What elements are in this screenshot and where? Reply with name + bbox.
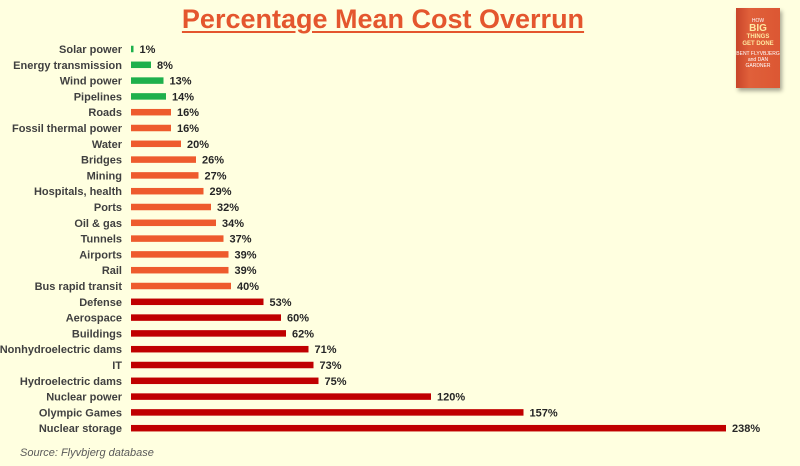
book-authors: BENT FLYVBJERG and DAN GARDNER xyxy=(736,51,780,69)
bar-it xyxy=(131,361,314,369)
value-label-fossil-thermal-power: 16% xyxy=(177,123,199,135)
bar-energy-transmission xyxy=(131,61,151,69)
bar-nuclear-power xyxy=(131,393,431,400)
bar-nuclear-storage xyxy=(131,424,726,432)
category-label-tunnels: Tunnels xyxy=(81,234,122,246)
bar-nonhydroelectric-dams xyxy=(131,345,309,353)
category-label-defense: Defense xyxy=(79,297,122,309)
value-label-wind-power: 13% xyxy=(170,76,192,88)
value-label-rail: 39% xyxy=(235,265,257,277)
bar-mining xyxy=(131,172,199,179)
bar-rail xyxy=(131,266,229,274)
bar-pipelines xyxy=(131,93,166,100)
source-note: Source: Flyvbjerg database xyxy=(20,447,154,459)
bar-hospitals-health xyxy=(131,187,204,195)
bar-wind-power xyxy=(131,77,164,84)
category-label-roads: Roads xyxy=(88,107,122,119)
value-label-ports: 32% xyxy=(217,202,239,214)
value-label-solar-power: 1% xyxy=(140,44,156,56)
bar-defense xyxy=(131,298,264,306)
category-label-buildings: Buildings xyxy=(72,328,122,340)
bar-buildings xyxy=(131,330,286,337)
value-label-it: 73% xyxy=(320,360,342,372)
bar-tunnels xyxy=(131,235,224,242)
category-label-ports: Ports xyxy=(94,202,122,214)
bar-olympic-games xyxy=(131,409,524,416)
value-label-energy-transmission: 8% xyxy=(157,60,173,72)
bar-airports xyxy=(131,251,229,258)
value-label-hospitals-health: 29% xyxy=(210,186,232,198)
book-title-line-2: BIG xyxy=(749,23,767,34)
value-label-tunnels: 37% xyxy=(230,234,252,246)
value-label-roads: 16% xyxy=(177,107,199,119)
category-label-solar-power: Solar power xyxy=(59,44,123,56)
bar-roads xyxy=(131,108,171,116)
value-label-mining: 27% xyxy=(205,170,227,182)
value-label-water: 20% xyxy=(187,139,209,151)
category-label-nuclear-power: Nuclear power xyxy=(46,392,123,404)
bar-water xyxy=(131,140,181,148)
category-label-water: Water xyxy=(92,139,123,151)
bar-hydroelectric-dams xyxy=(131,377,319,385)
value-label-nonhydroelectric-dams: 71% xyxy=(315,344,337,356)
bar-bus-rapid-transit xyxy=(131,282,231,290)
category-label-nonhydroelectric-dams: Nonhydroelectric dams xyxy=(0,344,122,356)
category-label-bus-rapid-transit: Bus rapid transit xyxy=(35,281,123,293)
category-label-olympic-games: Olympic Games xyxy=(39,407,122,419)
category-label-aerospace: Aerospace xyxy=(66,313,122,325)
category-label-pipelines: Pipelines xyxy=(74,91,122,103)
value-label-hydroelectric-dams: 75% xyxy=(325,376,347,388)
chart-title: Percentage Mean Cost Overrun xyxy=(181,4,585,34)
value-label-pipelines: 14% xyxy=(172,91,194,103)
book-cover-image: HOW BIG THINGS GET DONE BENT FLYVBJERG a… xyxy=(736,8,780,88)
category-label-hospitals-health: Hospitals, health xyxy=(34,186,122,198)
category-label-wind-power: Wind power xyxy=(60,76,123,88)
bar-fossil-thermal-power xyxy=(131,124,171,132)
value-label-airports: 39% xyxy=(235,249,257,261)
category-label-fossil-thermal-power: Fossil thermal power xyxy=(12,123,123,135)
value-label-nuclear-storage: 238% xyxy=(732,423,760,435)
category-label-airports: Airports xyxy=(79,249,122,261)
category-label-oil-gas: Oil & gas xyxy=(74,218,122,230)
value-label-nuclear-power: 120% xyxy=(437,392,465,404)
bar-ports xyxy=(131,203,211,211)
category-label-hydroelectric-dams: Hydroelectric dams xyxy=(20,376,122,388)
book-title-line-4: GET DONE xyxy=(742,41,774,47)
bar-aerospace xyxy=(131,314,281,321)
bar-oil-gas xyxy=(131,219,216,227)
bar-bridges xyxy=(131,156,196,163)
category-label-nuclear-storage: Nuclear storage xyxy=(39,423,122,435)
value-label-aerospace: 60% xyxy=(287,313,309,325)
category-label-rail: Rail xyxy=(102,265,122,277)
category-label-mining: Mining xyxy=(87,170,122,182)
category-label-bridges: Bridges xyxy=(81,155,122,167)
value-label-olympic-games: 157% xyxy=(530,407,558,419)
value-label-buildings: 62% xyxy=(292,328,314,340)
value-label-oil-gas: 34% xyxy=(222,218,244,230)
value-label-bus-rapid-transit: 40% xyxy=(237,281,259,293)
value-label-defense: 53% xyxy=(270,297,292,309)
bar-solar-power xyxy=(131,45,134,53)
book-title-line-3: THINGS xyxy=(746,34,770,40)
book-title-line-1: HOW xyxy=(751,18,765,24)
value-label-bridges: 26% xyxy=(202,155,224,167)
category-label-energy-transmission: Energy transmission xyxy=(13,60,122,72)
category-label-it: IT xyxy=(112,360,122,372)
